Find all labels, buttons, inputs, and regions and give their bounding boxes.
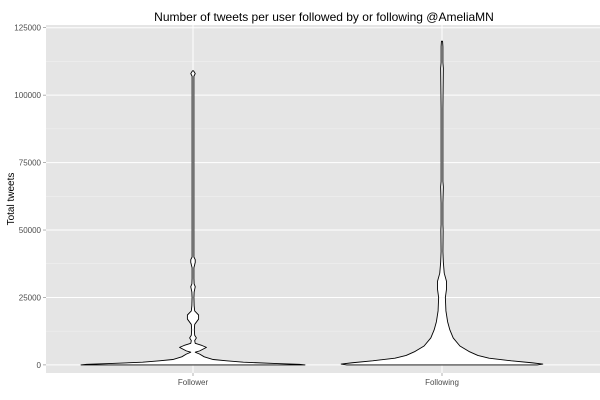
- minor-gridlines: [46, 61, 600, 332]
- y-tick-label: 100000: [14, 91, 41, 100]
- y-tick-label: 125000: [14, 24, 41, 33]
- y-tick-label: 25000: [19, 293, 42, 302]
- x-axis: Follower Following: [178, 373, 459, 387]
- x-tick-label-follower: Follower: [178, 378, 209, 387]
- x-tick-label-following: Following: [425, 378, 459, 387]
- y-tick-label: 50000: [19, 226, 42, 235]
- violin-following: [340, 40, 544, 366]
- violin-follower: [80, 70, 306, 366]
- y-tick-label: 0: [37, 361, 42, 370]
- y-axis: 0 25000 50000 75000 100000 125000: [14, 24, 46, 370]
- violins: [80, 40, 544, 366]
- plot-panel: [46, 25, 600, 373]
- y-tick-label: 75000: [19, 159, 42, 168]
- chart-title: Number of tweets per user followed by or…: [154, 10, 494, 24]
- y-axis-label: Total tweets: [6, 173, 17, 226]
